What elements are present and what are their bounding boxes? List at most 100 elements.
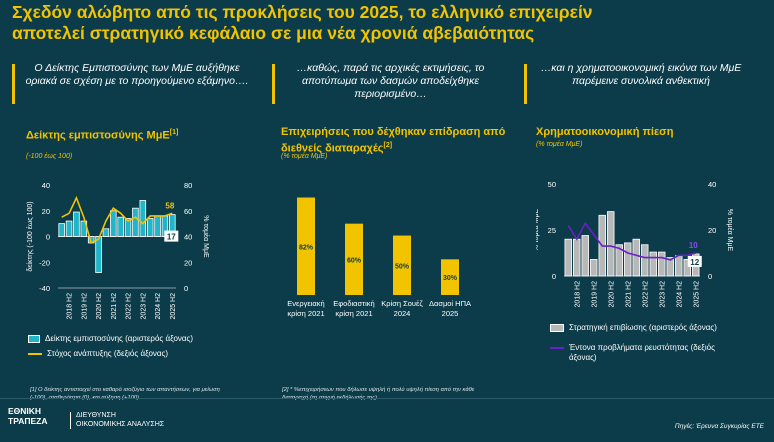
title-line-2: αποτελεί στρατηγικό κεφάλαιο σε μια νέα … — [12, 23, 535, 43]
bar-mark — [58, 223, 65, 237]
x-tick-label: 2020 H2 — [608, 281, 615, 308]
left-axis-tick-label: 0 — [46, 233, 50, 242]
bar-mark — [607, 211, 615, 277]
legend-item-confidence-bar: Δείκτης εμπιστοσύνης (αριστερός άξονας) — [28, 334, 193, 343]
x-tick-label: 2025 H2 — [693, 281, 700, 308]
left-axis-tick-label: -40 — [39, 284, 50, 293]
left-axis-tick-label: 0 — [552, 272, 556, 281]
legend-label: Στρατηγική επιβίωσης (αριστερός άξονας) — [569, 323, 717, 332]
category-label: κρίση 2021 — [287, 309, 324, 318]
accent-bar — [524, 64, 527, 104]
category-label: Εφοδιαστική — [333, 299, 374, 308]
right-axis-tick-label: 80 — [184, 181, 192, 190]
bar-end-label: 12 — [690, 258, 699, 267]
x-tick-label: 2022 H2 — [126, 293, 133, 320]
right-axis-tick-label: 0 — [184, 284, 188, 293]
bar-end-label-box — [687, 255, 702, 267]
logo-line-2: ΤΡΑΠΕΖΑ — [8, 416, 48, 426]
bar-mark — [132, 207, 139, 237]
x-tick-label: 2025 H2 — [170, 293, 177, 320]
bar-mark — [102, 228, 110, 237]
financial-pressure-chart: 50 25 0 40 20 0 % τομέα ΜμΕ % τομέα ΜμΕ 2018 H2 2… — [536, 180, 734, 308]
column-heading-3-text: …και η χρηματοοικονομική εικόνα των ΜμΕ … — [540, 62, 742, 87]
bar-data-label: 82% — [299, 244, 314, 251]
bar-mark — [297, 197, 315, 295]
bar-mark — [65, 220, 73, 237]
right-axis-tick-label: 20 — [184, 258, 192, 267]
bank-logo: ΕΘΝΙΚΗ ΤΡΑΠΕΖΑ — [8, 406, 48, 426]
department-label: ΔΙΕΥΘΥΝΣΗ ΟΙΚΟΝΟΜΙΚΗΣ ΑΝΑΛΥΣΗΣ — [70, 412, 164, 429]
x-tick-label: 2023 H2 — [140, 293, 147, 320]
footnote-2: [2] * %επιχειρήσεων που δήλωσε υψηλή ή π… — [282, 387, 475, 401]
logo-line-1: ΕΘΝΙΚΗ — [8, 406, 42, 416]
left-axis-tick-label: -20 — [39, 258, 50, 267]
left-axis-tick-label: 40 — [42, 181, 50, 190]
x-tick-label: 2022 H2 — [642, 281, 649, 308]
x-tick-label: 2023 H2 — [659, 281, 666, 308]
x-tick-label: 2020 H2 — [96, 293, 103, 320]
line-end-label: 10 — [689, 241, 698, 250]
right-axis-title: % τομέα ΜμΕ — [726, 209, 734, 252]
source-note: Πηγές: Έρευνα Συγκυρίας ΕΤΕ — [674, 423, 764, 430]
confidence-index-chart: 40 20 0 -20 -40 80 60 40 20 0 δείκτης (-100 έως 10… — [26, 181, 210, 320]
legend-item-liquidity-line: Έντονα προβλήματα ρευστότητας (δεξιός άξ… — [550, 343, 730, 363]
bar-mark — [573, 238, 581, 277]
chart2-footnote-marker: [2] — [383, 142, 393, 149]
left-axis-tick-label: 25 — [548, 226, 556, 235]
line-end-label: 58 — [165, 201, 174, 210]
right-axis-tick-label: 40 — [184, 233, 192, 242]
legend-label: Στόχος ανάπτυξης (δεξιός άξονας) — [47, 349, 169, 358]
bar-mark — [675, 255, 683, 277]
legend-swatch-purple — [550, 347, 564, 349]
dept-line-1: ΔΙΕΥΘΥΝΣΗ — [76, 412, 116, 419]
bar-mark — [641, 244, 649, 277]
x-tick-label: 2024 H2 — [676, 281, 683, 308]
accent-bar — [272, 64, 275, 104]
column-heading-1: Ο Δείκτης Εμπιστοσύνης των ΜμΕ αυξήθηκε … — [12, 62, 256, 110]
right-axis-tick-label: 60 — [184, 207, 192, 216]
right-axis-title: % τομέα ΜμΕ — [202, 215, 210, 258]
left-axis-tick-label: 20 — [42, 207, 50, 216]
x-tick-label: 2024 H2 — [155, 293, 162, 320]
footer-divider — [0, 398, 774, 399]
bar-data-label: 60% — [347, 257, 362, 264]
chart1-subtitle: (-100 έως 100) — [26, 153, 73, 160]
chart1-footnote-marker: [1] — [169, 129, 179, 136]
chart3-subtitle: (% τομέα ΜμΕ) — [536, 141, 583, 148]
category-label: κρίση 2021 — [335, 309, 372, 318]
accent-bar — [12, 64, 15, 104]
dept-line-2: ΟΙΚΟΝΟΜΙΚΗΣ ΑΝΑΛΥΣΗΣ — [76, 420, 165, 428]
bar-mark — [154, 215, 161, 237]
x-tick-label: 2018 H2 — [574, 281, 581, 308]
category-label: 2024 — [394, 309, 411, 318]
column-heading-2-text: …καθώς, παρά τις αρχικές εκτιμήσεις, το … — [296, 62, 485, 100]
bar-mark — [632, 238, 640, 277]
bar-mark — [649, 251, 657, 277]
column-heading-1-text: Ο Δείκτης Εμπιστοσύνης των ΜμΕ αυξήθηκε … — [25, 62, 249, 87]
category-label: Ενεργειακή — [287, 299, 324, 308]
left-axis-title: δείκτης (-100 έως 100) — [26, 201, 34, 271]
bar-data-label: 50% — [395, 263, 410, 270]
footnote-1: [1] Ο δείκτης αντιστοιχεί στο καθαρό ισο… — [30, 387, 220, 401]
x-tick-label: 2021 H2 — [111, 293, 118, 320]
right-axis-tick-label: 40 — [708, 180, 716, 189]
bar-mark — [564, 238, 572, 277]
bar-mark — [658, 251, 666, 277]
legend-item-growth-line: Στόχος ανάπτυξης (δεξιός άξονας) — [28, 349, 168, 358]
x-tick-label: 2018 H2 — [67, 293, 74, 320]
chart1-title: Δείκτης εμπιστοσύνης ΜμΕ[1] — [26, 126, 186, 143]
line-series-mark — [567, 221, 697, 261]
bar-mark — [624, 242, 632, 277]
line-series-mark — [61, 195, 173, 245]
bar-mark — [139, 200, 147, 237]
legend-label: Έντονα προβλήματα ρευστότητας (δεξιός άξ… — [569, 343, 715, 362]
legend-label: Δείκτης εμπιστοσύνης (αριστερός άξονας) — [45, 334, 194, 343]
bar-end-label: 17 — [167, 233, 176, 242]
left-axis-title: % τομέα ΜμΕ — [536, 208, 540, 251]
page-title: Σχεδόν αλώβητο από τις προκλήσεις του 20… — [12, 2, 772, 44]
x-tick-label: 2021 H2 — [625, 281, 632, 308]
bar-mark — [581, 235, 589, 277]
right-axis-tick-label: 20 — [708, 226, 716, 235]
legend-swatch-line — [28, 353, 42, 355]
